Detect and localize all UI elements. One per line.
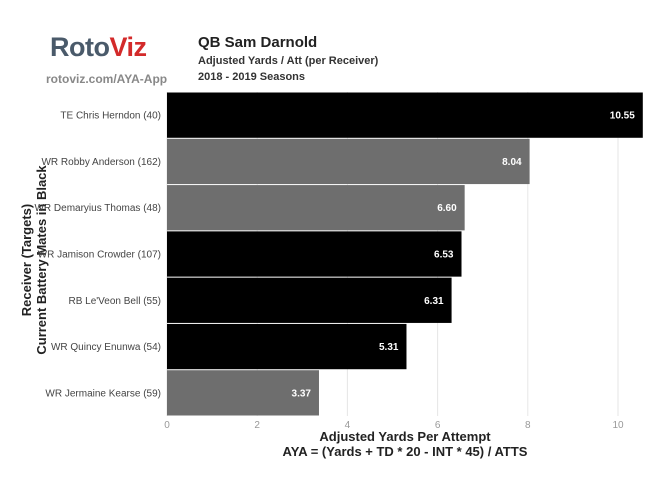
x-tick-label: 8 bbox=[525, 420, 531, 431]
bar-value-label: 6.31 bbox=[424, 296, 444, 307]
x-axis-formula: AYA = (Yards + TD * 20 - INT * 45) / ATT… bbox=[282, 444, 528, 459]
x-tick-label: 0 bbox=[164, 420, 170, 431]
chart-subtitle: Adjusted Yards / Att (per Receiver) bbox=[198, 55, 379, 67]
bar bbox=[167, 277, 452, 323]
bar bbox=[167, 92, 643, 138]
bar-value-label: 5.31 bbox=[379, 342, 399, 353]
x-tick-label: 6 bbox=[435, 420, 441, 431]
bar bbox=[167, 370, 319, 416]
x-tick-label: 10 bbox=[612, 420, 624, 431]
x-tick-label: 2 bbox=[254, 420, 260, 431]
y-tick-label: WR Jamison Crowder (107) bbox=[38, 250, 161, 261]
bar-value-label: 6.60 bbox=[437, 203, 457, 214]
y-tick-label: WR Jermaine Kearse (59) bbox=[45, 388, 161, 399]
bar bbox=[167, 185, 465, 231]
x-axis-label: Adjusted Yards Per Attempt bbox=[319, 429, 491, 444]
bar-value-label: 8.04 bbox=[502, 157, 522, 168]
bar-value-label: 3.37 bbox=[292, 388, 312, 399]
rotoviz-logo: RotoViz bbox=[50, 32, 147, 62]
bar-value-label: 6.53 bbox=[434, 250, 454, 261]
y-tick-label: WR Robby Anderson (162) bbox=[41, 157, 161, 168]
chart-title: QB Sam Darnold bbox=[198, 34, 318, 51]
y-tick-label: TE Chris Herndon (40) bbox=[60, 111, 161, 122]
bar bbox=[167, 231, 462, 277]
y-tick-label: WR Quincy Enunwa (54) bbox=[51, 342, 161, 353]
y-tick-label: WR Demaryius Thomas (48) bbox=[34, 203, 161, 214]
chart-subtitle-seasons: 2018 - 2019 Seasons bbox=[198, 71, 306, 83]
site-url: rotoviz.com/AYA-App bbox=[46, 72, 168, 86]
bar bbox=[167, 323, 407, 370]
bar bbox=[167, 138, 530, 185]
x-tick-label: 4 bbox=[345, 420, 351, 431]
bar-value-label: 10.55 bbox=[610, 111, 635, 122]
y-tick-label: RB Le'Veon Bell (55) bbox=[68, 296, 161, 307]
